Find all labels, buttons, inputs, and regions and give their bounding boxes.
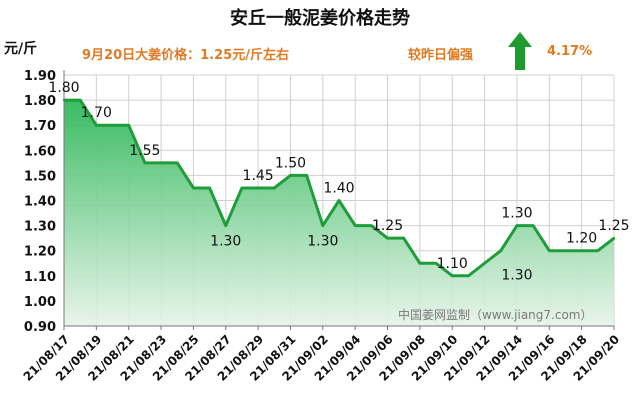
up-arrow-shape [508,32,532,70]
data-point [240,186,244,190]
data-point [580,249,583,252]
data-point [467,274,470,277]
data-point [531,224,535,227]
data-point [612,236,616,240]
data-label: 1.30 [210,234,241,250]
data-point [564,249,567,252]
data-label: 1.50 [275,155,306,171]
y-tick-label: 1.60 [24,144,56,159]
data-point [305,174,308,177]
data-point [273,186,276,190]
data-point [127,124,130,127]
data-point [208,186,211,190]
data-point [499,249,502,252]
price-note: 9月20日大姜价格：1.25元/斤左右 [82,48,289,63]
data-point [483,262,486,265]
data-label: 1.30 [501,268,532,284]
chart-title: 安丘一般泥姜价格走势 [230,8,410,29]
y-tick-label: 1.20 [24,245,56,260]
y-unit-label: 元/斤 [4,41,38,57]
data-point [224,224,227,227]
data-point [159,161,163,165]
data-point [402,236,405,240]
data-point [434,262,438,265]
data-point [256,186,260,190]
data-point [596,249,600,252]
data-point [111,124,114,127]
data-point [192,186,195,190]
data-point [515,224,519,227]
data-point [353,224,357,227]
data-label: 1.80 [48,80,79,96]
data-point [143,161,147,165]
data-point [386,236,389,240]
comparison-label: 较昨日偏强 [408,48,474,63]
data-point [451,274,454,277]
y-tick-label: 1.80 [24,94,56,109]
y-tick-label: 0.90 [24,320,56,335]
data-labels: 1.801.70 1.55 1.30 1.451.50 1.30 1.40 1.25 1.10… [48,80,629,284]
watermark: 中国姜网监制（www.jiang7.com） [398,308,593,322]
data-label: 1.20 [566,231,597,247]
data-point [370,224,373,227]
data-label: 1.25 [372,218,403,234]
data-label: 1.45 [243,168,274,184]
data-point [548,249,551,252]
data-point [337,199,341,202]
y-tick-label: 1.70 [24,119,56,134]
change-percent: 4.17% [547,44,593,59]
data-point [289,174,292,177]
data-label: 1.25 [598,218,629,234]
data-point [95,124,98,127]
area-layer [62,98,616,326]
y-tick-label: 1.50 [24,169,56,184]
data-label: 1.55 [129,143,160,159]
y-tick-label: 1.10 [24,270,56,285]
data-point [418,262,422,265]
data-label: 1.10 [437,256,468,272]
data-point [321,224,325,227]
y-tick-label: 1.90 [24,69,56,84]
data-label: 1.30 [501,206,532,222]
data-label: 1.40 [323,181,354,197]
data-label: 1.70 [81,105,112,121]
y-tick-label: 1.40 [24,195,56,210]
data-point [78,98,82,102]
up-arrow-icon [508,32,532,70]
y-tick-label: 1.00 [24,295,56,310]
data-point [176,161,179,165]
data-label: 1.30 [307,234,338,250]
y-tick-label: 1.30 [24,220,56,235]
